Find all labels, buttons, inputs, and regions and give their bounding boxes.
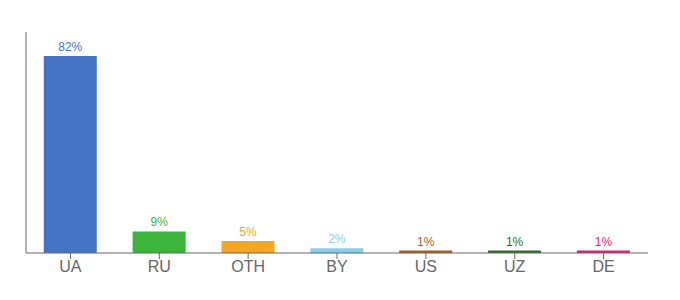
- svg-text:1%: 1%: [595, 235, 613, 249]
- svg-text:1%: 1%: [506, 235, 524, 249]
- svg-text:UZ: UZ: [504, 258, 526, 275]
- svg-text:US: US: [415, 258, 437, 275]
- svg-text:2%: 2%: [328, 232, 346, 246]
- svg-text:5%: 5%: [239, 225, 257, 239]
- svg-text:UA: UA: [59, 258, 82, 275]
- svg-text:OTH: OTH: [231, 258, 265, 275]
- svg-text:1%: 1%: [417, 235, 435, 249]
- svg-text:82%: 82%: [58, 40, 82, 54]
- svg-text:RU: RU: [148, 258, 171, 275]
- svg-text:DE: DE: [592, 258, 614, 275]
- svg-text:BY: BY: [326, 258, 348, 275]
- svg-text:9%: 9%: [150, 215, 168, 229]
